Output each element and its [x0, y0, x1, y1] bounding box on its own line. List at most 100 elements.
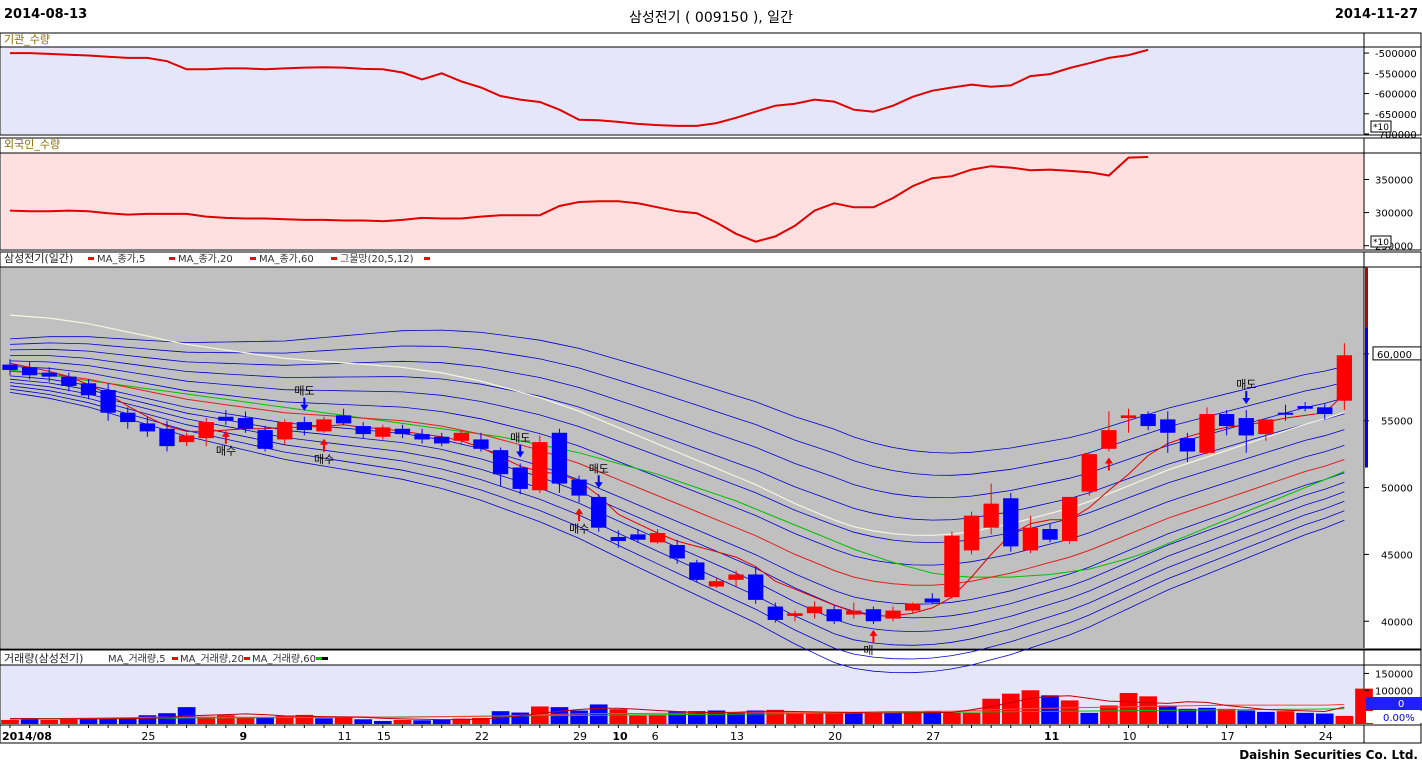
- volume-bar: [962, 712, 981, 724]
- price-title: 삼성전기(일간): [4, 251, 73, 265]
- institution-title: 기관_수량: [4, 33, 50, 46]
- price-candle-body: [767, 606, 783, 620]
- volume-ytick-label: 100000: [1375, 686, 1413, 697]
- price-candle-body: [885, 610, 901, 619]
- volume-bar: [844, 713, 863, 724]
- date-axis-label: 2014/08: [2, 730, 52, 743]
- price-candle-body: [139, 423, 156, 432]
- price-candle-body: [865, 609, 882, 622]
- sell-signal-arrow: [594, 475, 603, 489]
- volume-bar: [1315, 713, 1334, 724]
- institution-scale-box: [1370, 120, 1392, 133]
- price-candle-body: [1297, 406, 1313, 409]
- price-ribbon-line: [9, 354, 1345, 521]
- price-ribbon-line: [9, 378, 1345, 619]
- volume-bar: [1, 719, 19, 724]
- volume-bar: [727, 712, 745, 724]
- sell-signal-label: 매도: [510, 432, 530, 445]
- price-ribbon-outer-line: [9, 314, 1345, 536]
- foreign-plot-area: [1, 153, 1364, 249]
- price-candle-body: [257, 430, 273, 449]
- price-candle-body: [335, 415, 352, 424]
- price-candle-body: [453, 432, 469, 441]
- institution-ytick-label: -500000: [1375, 49, 1417, 60]
- sell-signal-label: 매도: [294, 385, 314, 398]
- volume-bar: [118, 717, 137, 724]
- price-candle-body: [532, 442, 548, 491]
- price-candle-body: [610, 537, 626, 542]
- volume-bar: [295, 714, 314, 724]
- foreign-scale-box: [1370, 235, 1392, 248]
- volume-bar: [197, 716, 216, 724]
- volume-legend-swatch: [316, 657, 322, 660]
- price-legend-swatch: [169, 257, 175, 260]
- date-axis-label: 10: [1123, 730, 1137, 743]
- price-candle-body: [375, 427, 391, 437]
- date-axis-label: 25: [141, 730, 155, 743]
- volume-bar: [648, 715, 667, 724]
- buy-signal-arrow: [319, 438, 328, 452]
- price-candle-body: [2, 364, 18, 370]
- price-candle-body: [1042, 529, 1058, 540]
- volume-bar: [609, 709, 628, 724]
- foreign-ytick-label: 300000: [1375, 209, 1413, 220]
- start-date: 2014-08-13: [4, 7, 88, 22]
- price-candle-body: [198, 422, 214, 439]
- foreign-line: [9, 156, 1149, 243]
- volume-bar: [629, 715, 647, 724]
- price-candle-body: [218, 416, 234, 421]
- price-candle-body: [1179, 438, 1196, 452]
- price-candle-body: [551, 432, 568, 484]
- volume-bar: [1060, 700, 1079, 724]
- volume-bar: [79, 718, 98, 724]
- volume-bar: [158, 713, 176, 724]
- volume-bar: [1335, 715, 1354, 724]
- price-candle-body: [591, 496, 607, 528]
- price-candle-body: [1061, 496, 1078, 542]
- volume-bar: [786, 712, 804, 724]
- price-candle-body: [1160, 419, 1176, 433]
- volume-zero-label: 0: [1398, 699, 1404, 710]
- price-candle-body: [434, 436, 450, 444]
- volume-bar: [315, 718, 333, 724]
- volume-bar: [805, 712, 824, 724]
- volume-legend-swatch: [172, 657, 178, 660]
- price-legend-item: MA_종가,20: [178, 253, 233, 265]
- price-ma20-line: [9, 370, 1345, 586]
- volume-bar: [884, 712, 902, 724]
- volume-ma5-line: [10, 695, 1345, 721]
- volume-bar: [589, 704, 608, 724]
- price-ribbon-line: [9, 342, 1345, 476]
- volume-bar: [1237, 710, 1256, 724]
- volume-bar: [413, 720, 431, 724]
- price-ytick-label: 40000: [1381, 617, 1413, 628]
- price-candle-body: [178, 435, 195, 443]
- buy-signal-arrow: [575, 508, 584, 522]
- price-candle-body: [41, 372, 57, 377]
- axis-range-bar-up: [1365, 267, 1368, 328]
- volume-bar: [943, 712, 961, 724]
- price-candle-body: [846, 610, 862, 615]
- price-ribbon-line: [9, 329, 1345, 454]
- price-candle-body: [571, 479, 587, 496]
- date-axis-label: 22: [475, 730, 489, 743]
- price-ribbon-line: [9, 388, 1345, 660]
- price-candle-body: [355, 426, 371, 435]
- volume-bar: [236, 717, 255, 724]
- volume-legend-item: MA_거래량,60: [252, 653, 316, 665]
- date-axis-label: 17: [1221, 730, 1235, 743]
- price-candle-body: [1140, 414, 1156, 427]
- volume-bar: [864, 712, 883, 724]
- buy-signal-label: 매수: [216, 445, 236, 458]
- volume-bar: [1021, 690, 1040, 724]
- volume-bar: [256, 717, 274, 724]
- price-candle-body: [1022, 527, 1039, 551]
- price-candle-body: [1003, 498, 1019, 547]
- volume-bar: [1100, 705, 1118, 724]
- chart-title: 삼성전기 ( 009150 ), 일간: [629, 10, 793, 26]
- price-candle-body: [120, 412, 136, 423]
- date-axis-label: 11: [1044, 730, 1059, 743]
- date-axis-label: 6: [652, 730, 659, 743]
- sell-signal-arrow: [300, 397, 309, 411]
